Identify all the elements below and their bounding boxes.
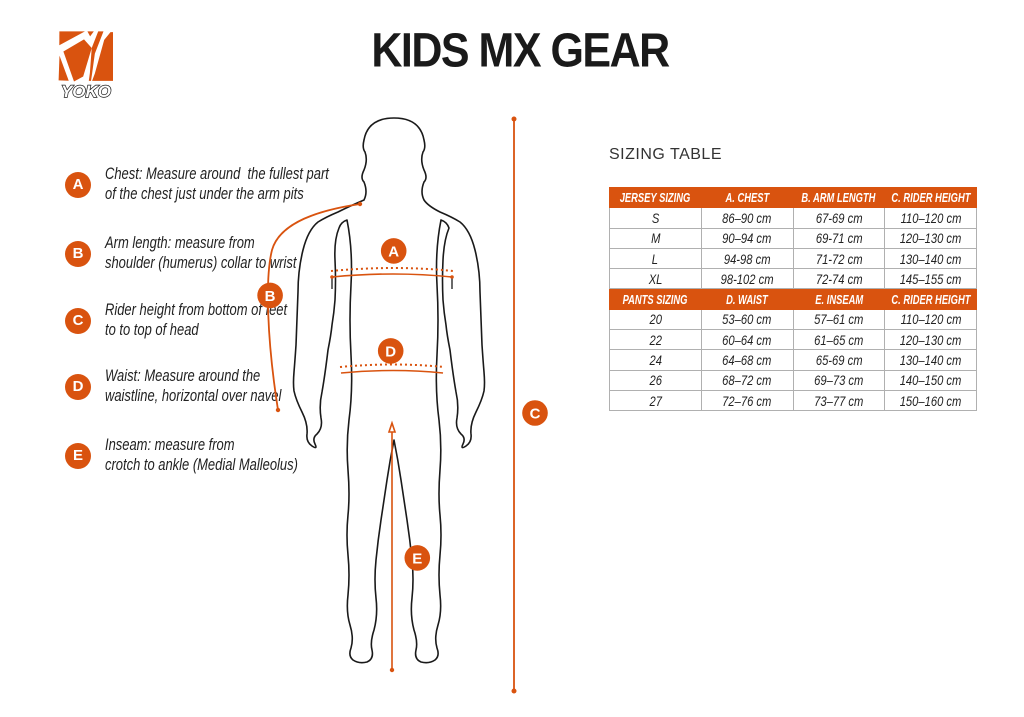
svg-text:B: B: [265, 288, 276, 305]
svg-text:C: C: [530, 406, 541, 423]
svg-text:D: D: [385, 343, 396, 360]
svg-text:E: E: [412, 550, 422, 567]
svg-text:A: A: [388, 243, 399, 260]
